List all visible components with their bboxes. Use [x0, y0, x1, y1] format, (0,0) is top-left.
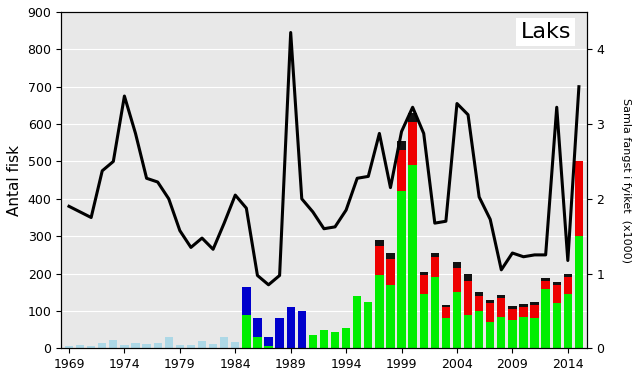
Bar — [342, 328, 350, 349]
Bar — [441, 307, 450, 318]
Bar — [375, 276, 383, 349]
Bar — [253, 318, 262, 337]
Y-axis label: Samla fangst i fyiket  (x1000): Samla fangst i fyiket (x1000) — [621, 98, 631, 263]
Bar — [154, 343, 162, 349]
Bar — [530, 302, 538, 305]
Bar — [486, 322, 494, 349]
Bar — [497, 298, 505, 316]
Bar — [519, 316, 528, 349]
Bar — [242, 287, 251, 315]
Bar — [453, 262, 461, 268]
Bar — [375, 246, 383, 276]
Bar — [519, 304, 528, 307]
Bar — [553, 304, 561, 349]
Bar — [497, 295, 505, 298]
Bar — [530, 318, 538, 349]
Bar — [175, 345, 184, 349]
Bar — [286, 307, 295, 349]
Bar — [264, 337, 272, 347]
Bar — [276, 318, 284, 349]
Bar — [87, 347, 95, 349]
Bar — [475, 311, 484, 349]
Bar — [397, 191, 406, 349]
Bar — [441, 318, 450, 349]
Bar — [220, 337, 228, 349]
Bar — [109, 340, 117, 349]
Bar — [519, 307, 528, 316]
Bar — [486, 301, 494, 304]
Bar — [575, 161, 583, 236]
Bar — [420, 294, 428, 349]
Bar — [397, 150, 406, 191]
Bar — [563, 294, 572, 349]
Bar — [542, 288, 550, 349]
Bar — [408, 122, 417, 165]
Bar — [242, 315, 251, 349]
Bar — [563, 277, 572, 294]
Bar — [331, 332, 339, 349]
Bar — [142, 344, 151, 349]
Bar — [508, 306, 517, 309]
Bar — [386, 285, 395, 349]
Bar — [264, 347, 272, 349]
Bar — [76, 345, 84, 349]
Bar — [198, 341, 206, 349]
Bar — [209, 344, 218, 349]
Bar — [408, 113, 417, 122]
Bar — [563, 274, 572, 277]
Bar — [386, 253, 395, 259]
Bar — [464, 315, 472, 349]
Bar — [553, 282, 561, 285]
Bar — [364, 302, 373, 349]
Bar — [431, 253, 439, 257]
Bar — [475, 296, 484, 311]
Bar — [65, 346, 73, 349]
Bar — [120, 345, 129, 349]
Bar — [320, 330, 328, 349]
Bar — [542, 278, 550, 281]
Bar — [253, 337, 262, 349]
Bar — [131, 343, 140, 349]
Bar — [397, 141, 406, 150]
Bar — [420, 276, 428, 294]
Bar — [231, 342, 239, 349]
Bar — [530, 305, 538, 318]
Bar — [353, 296, 361, 349]
Bar — [386, 259, 395, 285]
Bar — [542, 281, 550, 288]
Bar — [309, 335, 317, 349]
Bar — [464, 281, 472, 315]
Bar — [575, 236, 583, 349]
Bar — [420, 272, 428, 276]
Bar — [431, 277, 439, 349]
Text: Laks: Laks — [521, 22, 571, 42]
Bar — [475, 292, 484, 296]
Bar — [297, 311, 306, 349]
Bar — [408, 165, 417, 349]
Bar — [553, 285, 561, 304]
Bar — [165, 337, 173, 349]
Bar — [508, 320, 517, 349]
Bar — [453, 268, 461, 292]
Bar — [464, 274, 472, 281]
Bar — [187, 345, 195, 349]
Bar — [497, 316, 505, 349]
Bar — [98, 344, 107, 349]
Y-axis label: Antal fisk: Antal fisk — [7, 145, 22, 215]
Bar — [486, 304, 494, 322]
Bar — [508, 309, 517, 320]
Bar — [375, 240, 383, 246]
Bar — [431, 257, 439, 277]
Bar — [441, 305, 450, 307]
Bar — [453, 292, 461, 349]
